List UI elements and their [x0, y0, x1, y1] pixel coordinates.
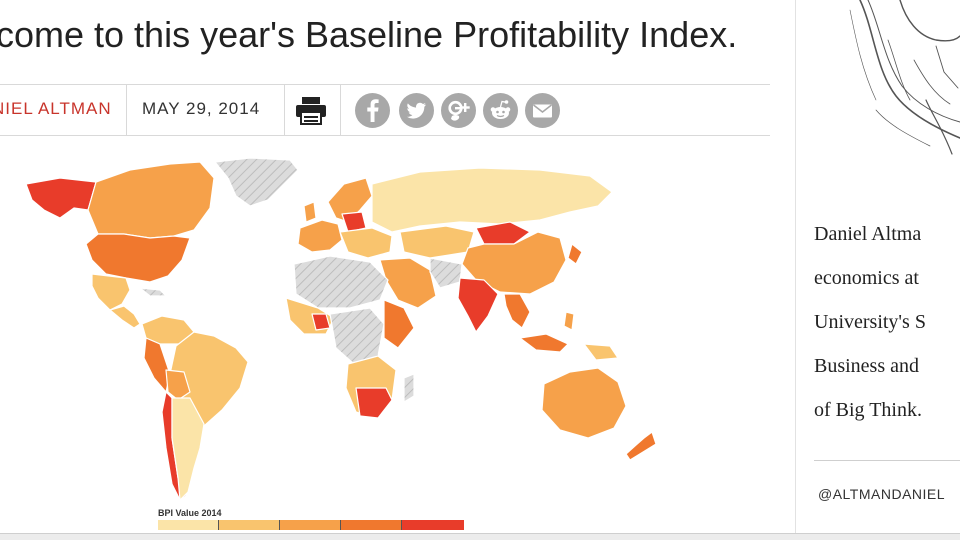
papua-new-guinea	[583, 343, 619, 361]
bio-line: University's S	[814, 311, 926, 333]
western-europe	[297, 219, 343, 253]
bio-line: Daniel Altma	[814, 223, 922, 245]
poland	[341, 211, 367, 233]
bio-divider	[814, 460, 960, 461]
twitter-icon	[406, 102, 426, 119]
russia	[371, 167, 613, 233]
united-states	[85, 233, 191, 283]
byline-divider	[284, 85, 285, 135]
philippines	[563, 311, 575, 331]
peru	[143, 337, 171, 393]
legend-tick	[401, 520, 402, 530]
article-headline: come to this year's Baseline Profitabili…	[0, 14, 738, 55]
bio-line: economics at	[814, 267, 919, 289]
greenland	[214, 157, 299, 207]
legend-bin-3	[280, 520, 340, 530]
window-bottom-strip	[0, 533, 960, 540]
legend-title: BPI Value 2014	[158, 508, 222, 518]
united-kingdom	[303, 201, 317, 223]
legend-tick	[279, 520, 280, 530]
author-twitter-link[interactable]: @ALTMANDANIEL	[818, 486, 946, 502]
byline-divider	[340, 85, 341, 135]
google-plus-share-button[interactable]	[441, 93, 476, 128]
alaska	[25, 177, 97, 219]
central-africa	[329, 307, 385, 365]
legend-bin-2	[219, 520, 279, 530]
middle-east	[379, 257, 437, 309]
india	[457, 277, 499, 333]
china	[461, 231, 567, 295]
legend-tick	[340, 520, 341, 530]
legend-tick	[218, 520, 219, 530]
email-share-button[interactable]	[525, 93, 560, 128]
reddit-icon	[490, 100, 511, 119]
sidebar-divider	[795, 0, 796, 540]
reddit-share-button[interactable]	[483, 93, 518, 128]
madagascar	[403, 373, 415, 403]
canada	[87, 161, 215, 239]
iran-afghanistan	[429, 257, 463, 289]
southeast-asia	[503, 293, 531, 329]
google-plus-icon	[448, 100, 470, 121]
print-icon	[296, 97, 326, 125]
twitter-share-button[interactable]	[399, 93, 434, 128]
legend-bin-1	[158, 520, 218, 530]
cuba	[139, 287, 167, 297]
bio-line: of Big Think.	[814, 399, 922, 421]
new-zealand	[625, 431, 657, 461]
central-america	[109, 305, 141, 329]
author-bio: Daniel Altma economics at University's S…	[814, 212, 960, 432]
east-africa	[383, 299, 415, 349]
email-icon	[533, 104, 552, 118]
author-portrait-sketch	[849, 0, 960, 155]
australia	[541, 367, 627, 439]
publish-date: MAY 29, 2014	[142, 99, 261, 118]
mongolia	[475, 221, 531, 245]
nigeria	[311, 313, 331, 331]
scandinavia	[327, 177, 373, 223]
author-link[interactable]: NIEL ALTMAN	[0, 99, 112, 118]
central-asia	[399, 225, 475, 259]
byline-divider	[126, 85, 127, 135]
facebook-share-button[interactable]	[355, 93, 390, 128]
indonesia	[519, 333, 569, 353]
japan	[567, 243, 583, 265]
print-button[interactable]	[294, 94, 328, 126]
north-africa	[293, 255, 389, 309]
bio-line: Business and	[814, 355, 919, 377]
byline-bar: NIEL ALTMAN MAY 29, 2014	[0, 84, 770, 136]
eastern-europe	[339, 227, 393, 259]
legend-bin-4	[341, 520, 401, 530]
bolivia	[165, 369, 191, 401]
argentina	[171, 397, 205, 501]
facebook-icon	[367, 99, 379, 122]
world-bpi-map	[25, 157, 657, 501]
south-africa	[355, 387, 393, 419]
legend-bin-5	[402, 520, 464, 530]
mexico	[91, 273, 131, 311]
